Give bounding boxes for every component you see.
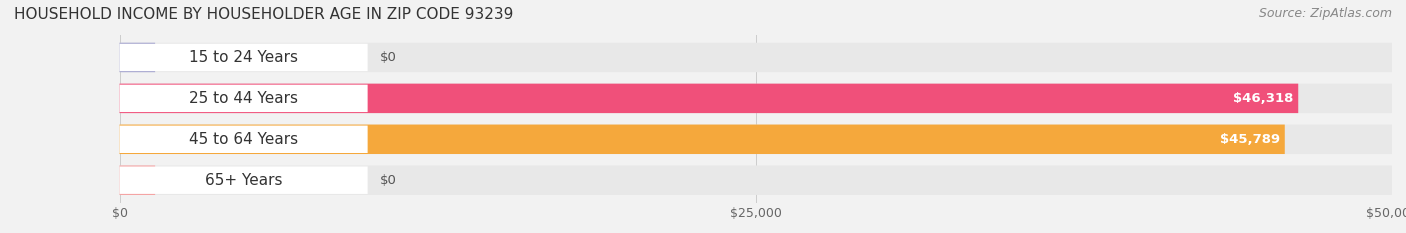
FancyBboxPatch shape	[120, 84, 1298, 113]
FancyBboxPatch shape	[120, 165, 155, 195]
FancyBboxPatch shape	[120, 165, 1392, 195]
Text: 25 to 44 Years: 25 to 44 Years	[188, 91, 298, 106]
FancyBboxPatch shape	[120, 126, 367, 153]
Text: HOUSEHOLD INCOME BY HOUSEHOLDER AGE IN ZIP CODE 93239: HOUSEHOLD INCOME BY HOUSEHOLDER AGE IN Z…	[14, 7, 513, 22]
FancyBboxPatch shape	[120, 167, 367, 194]
Text: $46,318: $46,318	[1233, 92, 1294, 105]
FancyBboxPatch shape	[120, 85, 367, 112]
Text: Source: ZipAtlas.com: Source: ZipAtlas.com	[1258, 7, 1392, 20]
Text: 15 to 24 Years: 15 to 24 Years	[188, 50, 298, 65]
Text: $0: $0	[381, 174, 398, 187]
FancyBboxPatch shape	[120, 43, 1392, 72]
FancyBboxPatch shape	[120, 43, 155, 72]
Text: $0: $0	[381, 51, 398, 64]
Text: 45 to 64 Years: 45 to 64 Years	[188, 132, 298, 147]
FancyBboxPatch shape	[120, 44, 367, 71]
Text: $45,789: $45,789	[1219, 133, 1279, 146]
FancyBboxPatch shape	[120, 125, 1285, 154]
FancyBboxPatch shape	[120, 84, 1392, 113]
FancyBboxPatch shape	[120, 125, 1392, 154]
Text: 65+ Years: 65+ Years	[205, 173, 283, 188]
